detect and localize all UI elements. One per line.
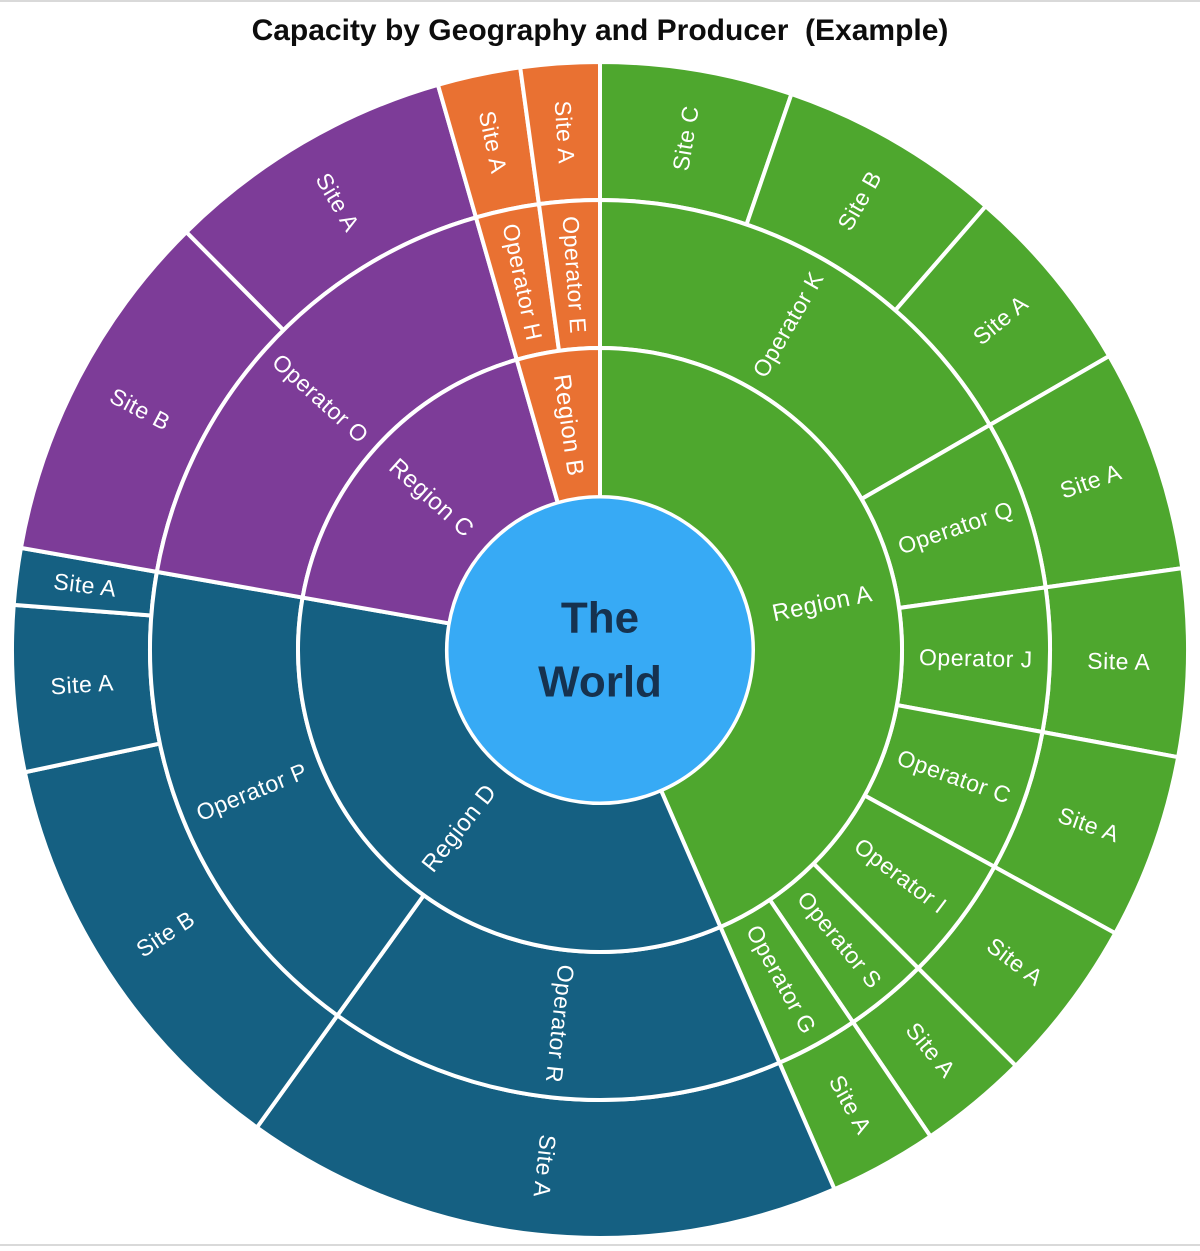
chart-title: Capacity by Geography and Producer (Exam… bbox=[251, 14, 949, 47]
canvas-edge-bottom bbox=[0, 1244, 1200, 1246]
canvas-edge-top bbox=[0, 0, 1200, 2]
operator-label: Operator J bbox=[919, 644, 1033, 672]
site-label: Site A bbox=[550, 100, 580, 165]
center-label: The World bbox=[538, 594, 662, 707]
site-label: Site A bbox=[50, 669, 115, 699]
center-node[interactable] bbox=[445, 495, 755, 805]
site-label: Site A bbox=[1087, 648, 1151, 675]
